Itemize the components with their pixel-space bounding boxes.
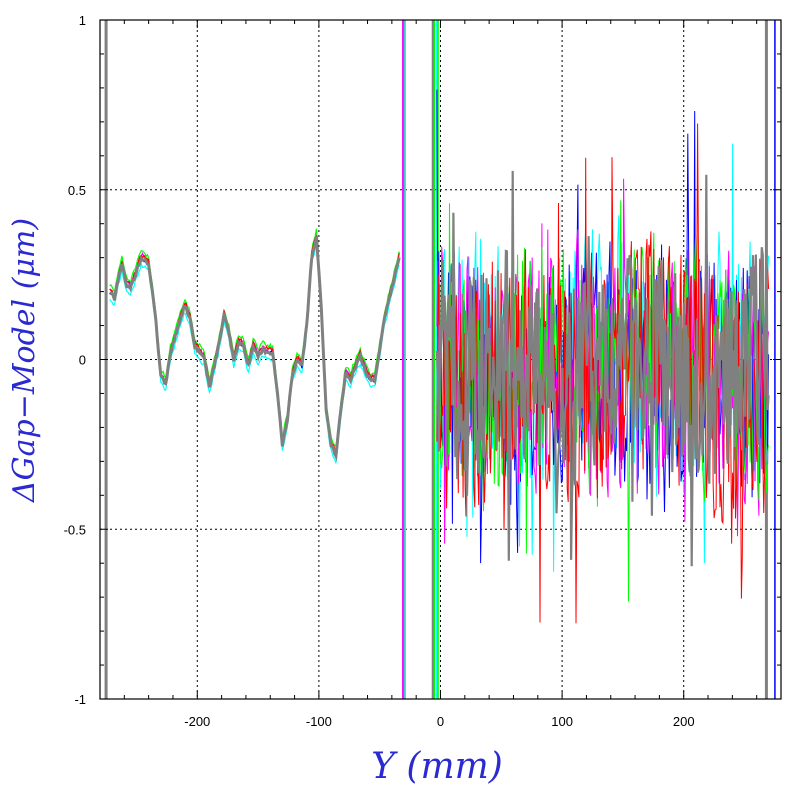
x-axis-title: Y (mm) xyxy=(371,746,503,787)
x-tick-label: 100 xyxy=(551,714,573,729)
x-tick-label: -100 xyxy=(306,714,332,729)
series-line-noisy xyxy=(436,123,770,624)
y-tick-label: 0.5 xyxy=(68,183,86,198)
y-tick-label: 1 xyxy=(79,13,86,28)
y-axis-title: ΔGap−Model (μm) xyxy=(7,218,42,503)
tick-labels: -200 -100 0 100 200 -1 -0.5 0 0.5 1 xyxy=(64,13,695,729)
ticks xyxy=(99,19,782,700)
series-line-noisy xyxy=(435,170,770,567)
series-line-noisy xyxy=(436,200,770,602)
series-layer xyxy=(108,89,770,624)
y-tick-label: 0 xyxy=(79,353,86,368)
x-tick-label: 200 xyxy=(673,714,695,729)
y-tick-label: -0.5 xyxy=(64,522,86,537)
x-tick-label: -200 xyxy=(184,714,210,729)
series-line-smooth xyxy=(108,235,401,462)
x-tick-label: 0 xyxy=(437,714,444,729)
y-tick-label: -1 xyxy=(74,692,86,707)
